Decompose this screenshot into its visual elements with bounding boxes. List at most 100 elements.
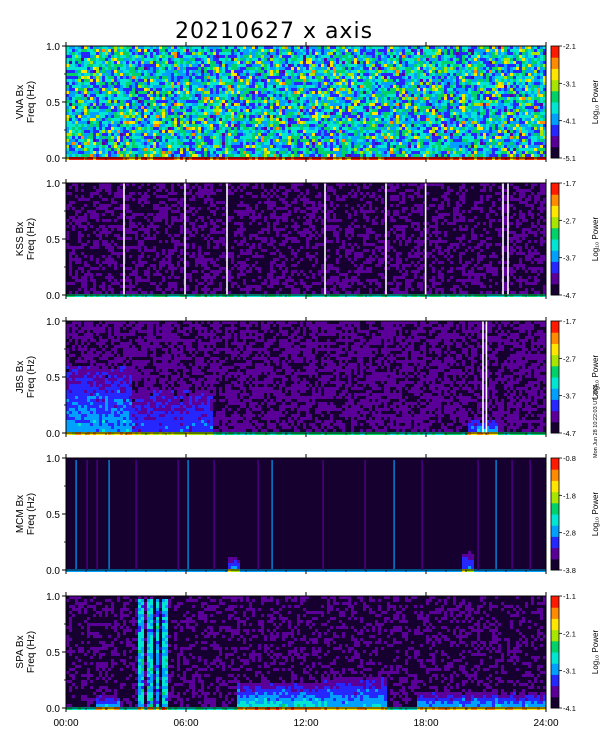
colorbar-tick-label: -1.8 (563, 491, 576, 500)
colorbar: -1.7 -2.7 -3.7 -4.7 Log₁₀ Power (550, 179, 600, 300)
colorbar-tick-label: -1.7 (563, 179, 576, 188)
colorbar-tick-label: -3.1 (563, 667, 576, 676)
colorbar-tick-label: -3.1 (563, 79, 576, 88)
data-gap (502, 183, 504, 295)
colorbar: -2.1 -3.1 -4.1 -5.1 Log₁₀ Power (550, 42, 600, 163)
colorbar-label: Log₁₀ Power (591, 80, 600, 125)
y-axis-label: Freq (Hz) (26, 493, 37, 535)
y-tick-label: 0.5 (46, 648, 60, 659)
data-gap (385, 183, 387, 295)
spectrogram-image (66, 596, 546, 710)
colorbar-tick-label: -3.7 (563, 392, 576, 401)
colorbar-label: Log₁₀ Power (591, 217, 600, 262)
data-gap (482, 321, 484, 433)
y-tick-label: 0.5 (46, 510, 60, 521)
broadband-spike (271, 460, 273, 570)
broadband-spike (213, 460, 215, 570)
panel-1: 0.0 0.5 1.0 VNA Bx Freq (Hz) -2.1 -3.1 -4.1 -5.1… (15, 42, 600, 165)
panel-2: 0.0 0.5 1.0 KSS Bx Freq (Hz) -1.7 -2.7 -3.7 -4.7… (15, 179, 600, 302)
y-axis-label: Freq (Hz) (26, 631, 37, 673)
colorbar-tick-label: -2.1 (563, 42, 576, 51)
data-gap (184, 183, 186, 295)
broadband-spike (108, 460, 110, 570)
colorbar-tick-label: -3.7 (563, 254, 576, 263)
broadband-spike (477, 460, 479, 570)
colorbar-tick-label: -1.1 (563, 592, 576, 601)
broadband-spike (322, 460, 324, 570)
broadband-spike (529, 460, 531, 570)
station-label: MCM Bx (15, 495, 26, 533)
colorbar-tick-label: -5.1 (563, 154, 576, 163)
generation-timestamp-text: Mon Jun 28 10:22:03 UT 2021 (593, 384, 599, 458)
data-gap (485, 321, 488, 433)
x-tick-label: 00:00 (53, 718, 78, 729)
colorbar: -0.8 -1.8 -2.8 -3.8 Log₁₀ Power (550, 454, 600, 575)
y-tick-label: 0.5 (46, 98, 60, 109)
data-gap (507, 183, 509, 295)
x-tick-label: 06:00 (173, 718, 198, 729)
x-tick-label: 12:00 (293, 718, 318, 729)
figure-title: 20210627 x axis (175, 19, 373, 44)
y-tick-label: 1.0 (46, 317, 60, 328)
broadband-spike (421, 460, 423, 570)
spectrogram-image (66, 458, 546, 572)
broadband-spike (96, 460, 98, 570)
panel-4: 0.0 0.5 1.0 MCM Bx Freq (Hz) -0.8 -1.8 -2.8 -3.8… (15, 454, 600, 577)
y-tick-label: 1.0 (46, 592, 60, 603)
y-tick-label: 0.0 (46, 154, 60, 165)
y-tick-label: 0.0 (46, 566, 60, 577)
data-gap (123, 183, 125, 295)
y-axis-label: Freq (Hz) (26, 356, 37, 398)
broadband-spike (511, 460, 513, 570)
x-tick-label: 18:00 (413, 718, 438, 729)
y-tick-label: 1.0 (46, 42, 60, 53)
colorbar-tick-label: -1.7 (563, 317, 576, 326)
station-label: JBS Bx (15, 361, 26, 394)
y-tick-label: 1.0 (46, 454, 60, 465)
y-tick-label: 0.5 (46, 235, 60, 246)
colorbar-label: Log₁₀ Power (591, 630, 600, 675)
broadband-spike (75, 460, 77, 570)
colorbar-label: Log₁₀ Power (591, 492, 600, 537)
colorbar-tick-label: -4.1 (563, 117, 576, 126)
y-tick-label: 0.0 (46, 704, 60, 715)
broadband-spike (177, 460, 179, 570)
data-gap (324, 183, 326, 295)
colorbar: -1.1 -2.1 -3.1 -4.1 Log₁₀ Power (550, 592, 600, 713)
colorbar-tick-label: -2.7 (563, 354, 576, 363)
y-axis-label: Freq (Hz) (26, 81, 37, 123)
colorbar-tick-label: -3.8 (563, 566, 576, 575)
colorbar-tick-label: -2.7 (563, 216, 576, 225)
colorbar: -1.7 -2.7 -3.7 -4.7 Log₁₀ Power (550, 317, 600, 438)
colorbar-label: Log₁₀ Power (591, 355, 600, 400)
station-label: KSS Bx (15, 222, 26, 256)
colorbar-tick-label: -0.8 (563, 454, 576, 463)
broadband-spike (187, 460, 189, 570)
colorbar-tick-label: -4.7 (563, 291, 576, 300)
generation-timestamp: Mon Jun 28 10:22:03 UT 2021 (588, 330, 602, 460)
broadband-spike (86, 460, 88, 570)
station-label: SPA Bx (15, 635, 26, 668)
data-gap (424, 183, 427, 295)
y-tick-label: 0.0 (46, 291, 60, 302)
broadband-spike (135, 460, 137, 570)
x-tick-label: 24:00 (533, 718, 558, 729)
spectrogram-image (66, 183, 546, 297)
y-tick-label: 1.0 (46, 179, 60, 190)
spectrogram-image (66, 46, 546, 160)
y-axis-label: Freq (Hz) (26, 218, 37, 260)
spectrogram-image (66, 321, 546, 435)
y-tick-label: 0.0 (46, 429, 60, 440)
panel-5: 0.0 0.5 1.0 SPA Bx Freq (Hz) -1.1 -2.1 -3.1 -4.1… (15, 592, 600, 715)
data-gap (226, 183, 228, 295)
broadband-spike (257, 460, 259, 570)
colorbar-tick-label: -2.1 (563, 629, 576, 638)
y-tick-label: 0.5 (46, 373, 60, 384)
panel-3: 0.0 0.5 1.0 JBS Bx Freq (Hz) -1.7 -2.7 -3.7 -4.7… (15, 317, 600, 440)
broadband-spike (495, 460, 497, 570)
colorbar-tick-label: -4.1 (563, 704, 576, 713)
colorbar-tick-label: -4.7 (563, 429, 576, 438)
broadband-spike (364, 460, 366, 570)
colorbar-tick-label: -2.8 (563, 529, 576, 538)
